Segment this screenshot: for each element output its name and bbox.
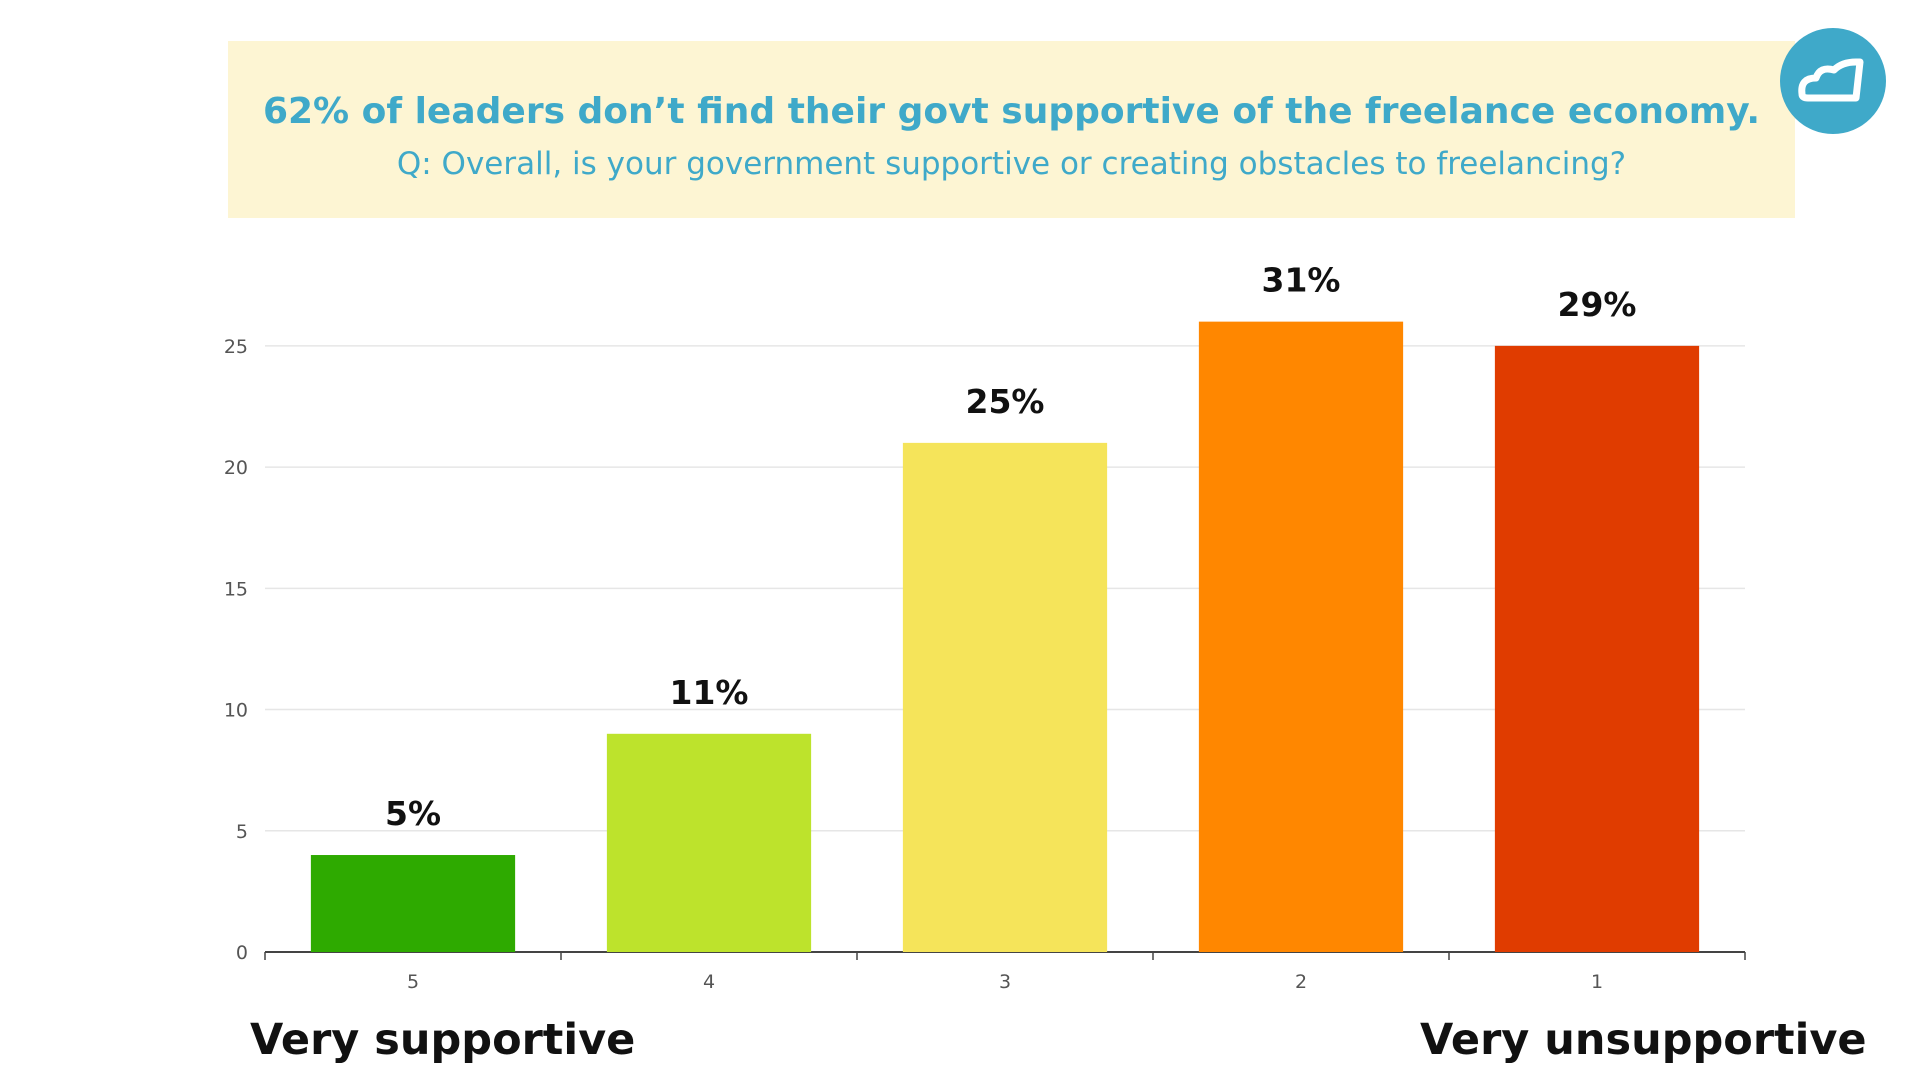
cloud-logo-icon <box>1780 28 1886 134</box>
y-tick-label: 10 <box>224 700 248 722</box>
x-tick-label: 4 <box>703 971 715 993</box>
x-tick-label: 1 <box>1591 971 1603 993</box>
bar-3 <box>902 442 1108 952</box>
y-tick-label: 15 <box>224 578 248 600</box>
data-label: 5% <box>385 794 441 833</box>
bar-4 <box>606 733 812 952</box>
x-tick-label: 3 <box>999 971 1011 993</box>
y-tick-label: 25 <box>224 336 248 358</box>
x-tick-label: 2 <box>1295 971 1307 993</box>
scale-label-very-supportive: Very supportive <box>250 1015 636 1065</box>
y-tick-label: 0 <box>236 942 248 964</box>
header-banner: 62% of leaders don’t find their govt sup… <box>228 41 1795 218</box>
data-label: 11% <box>670 673 749 712</box>
chart-headline: 62% of leaders don’t find their govt sup… <box>262 91 1761 132</box>
bar-5 <box>310 855 516 952</box>
data-label: 25% <box>966 382 1045 421</box>
data-label: 31% <box>1262 261 1341 300</box>
bar-2 <box>1198 321 1404 952</box>
data-label: 29% <box>1558 285 1637 324</box>
scale-label-very-unsupportive: Very unsupportive <box>1420 1015 1867 1065</box>
survey-question: Q: Overall, is your government supportiv… <box>396 146 1627 182</box>
x-tick-label: 5 <box>407 971 419 993</box>
y-tick-label: 5 <box>236 821 248 843</box>
bar-1 <box>1494 345 1700 952</box>
y-tick-label: 20 <box>224 457 248 479</box>
